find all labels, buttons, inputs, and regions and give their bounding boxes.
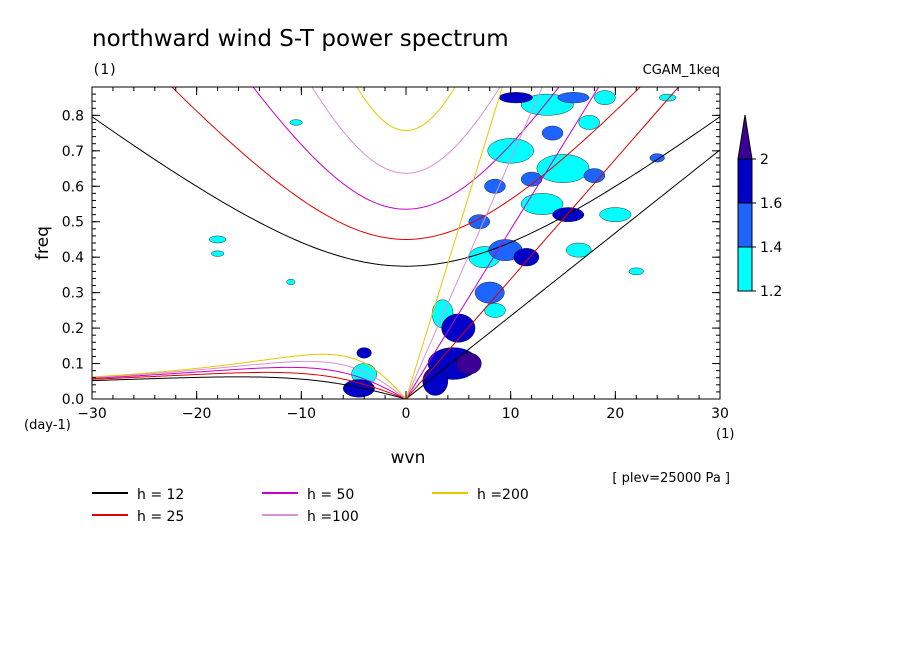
power-patch [441,313,476,343]
kelvin-curve [405,87,600,399]
kelvin-curve [405,87,680,399]
x-unit-label: (1) [716,427,734,442]
y-tick-label: 0.1 [62,357,84,373]
power-patch [649,153,665,163]
colorbar-label: 1.2 [760,284,782,300]
x-tick-label: 30 [711,406,729,422]
x-tick-label: 20 [606,406,624,422]
chart-subtitle-left: (1) [92,62,117,78]
rossby-curve [92,366,407,399]
x-tick-label: 10 [502,406,520,422]
power-patch [209,235,227,244]
chart-title: northward wind S-T power spectrum [92,26,509,52]
x-axis-label: wvn [391,448,426,468]
kelvin-curve [405,87,503,399]
y-tick-label: 0.2 [62,321,84,337]
axes: −30 −20 −10 0 10 20 30 0.0 0.1 0.2 0.3 0.4 0.5 0.6 0.7… [62,87,729,422]
ig-curve [356,87,456,132]
power-patch [599,207,632,222]
colorbar-arrow [737,114,753,160]
y-tick-label: 0.6 [62,179,84,195]
colorbar-segment [737,158,753,204]
power-patch [474,281,505,304]
power-patch [541,125,564,141]
power-patch [628,267,644,276]
power-patch [484,303,506,318]
colorbar-segment [737,246,753,292]
power-patch [468,214,490,230]
legend-label: h = 25 [137,509,184,525]
rossby-curve [92,353,407,399]
power-patch [342,379,375,398]
power-contours [209,90,677,398]
power-patch [513,248,540,267]
legend-label: h =200 [477,487,529,503]
power-patch [557,92,590,104]
kelvin-curve [405,149,720,399]
y-axis-label: freq [33,226,53,260]
legend: h = 12 h = 25 h = 50 h =100 h =200 [92,487,529,525]
colorbar-label: 2 [760,152,769,168]
power-patch [520,193,564,215]
ig-curve [252,87,560,210]
power-patch [211,250,225,257]
x-tick-label: 0 [402,406,411,422]
colorbar-label: 1.4 [760,240,782,256]
y-tick-label: 0.3 [62,286,84,302]
power-patch [498,92,533,104]
y-tick-label: 0.7 [62,144,84,160]
legend-label: h = 50 [307,487,354,503]
plot-frame [91,86,721,400]
pressure-annotation: [ plev=25000 Pa ] [612,471,730,486]
colorbar: 1.2 1.4 1.6 2 [737,114,782,300]
power-patch [289,119,303,126]
y-unit-label: (day-1) [24,418,71,433]
colorbar-segment [737,202,753,248]
ig-curve [311,87,501,174]
power-patch [578,115,600,130]
y-tick-label: 0.5 [62,215,84,231]
y-tick-label: 0.0 [62,392,84,408]
x-tick-label: −30 [77,406,107,422]
legend-label: h = 12 [137,487,184,503]
x-tick-label: −20 [182,406,212,422]
y-tick-label: 0.4 [62,250,84,266]
power-patch [422,366,449,396]
ig-curve [171,87,641,240]
power-patch [594,90,616,105]
rossby-curve [92,360,407,399]
legend-label: h =100 [307,509,359,525]
power-patch [356,347,372,359]
y-tick-label: 0.8 [62,108,84,124]
power-patch [659,93,677,102]
power-patch [286,278,296,286]
power-patch [456,352,482,375]
rossby-curve [92,371,407,399]
power-patch [484,178,506,194]
dispersion-curves [92,87,720,399]
power-patch [536,154,590,183]
kelvin-curve [405,87,543,399]
colorbar-label: 1.6 [760,196,782,212]
ig-curve [92,116,720,267]
rossby-curve [92,376,407,399]
power-patch [565,242,592,258]
x-tick-label: −10 [287,406,317,422]
chart-subtitle-right: CGAM_1keq [643,63,720,78]
